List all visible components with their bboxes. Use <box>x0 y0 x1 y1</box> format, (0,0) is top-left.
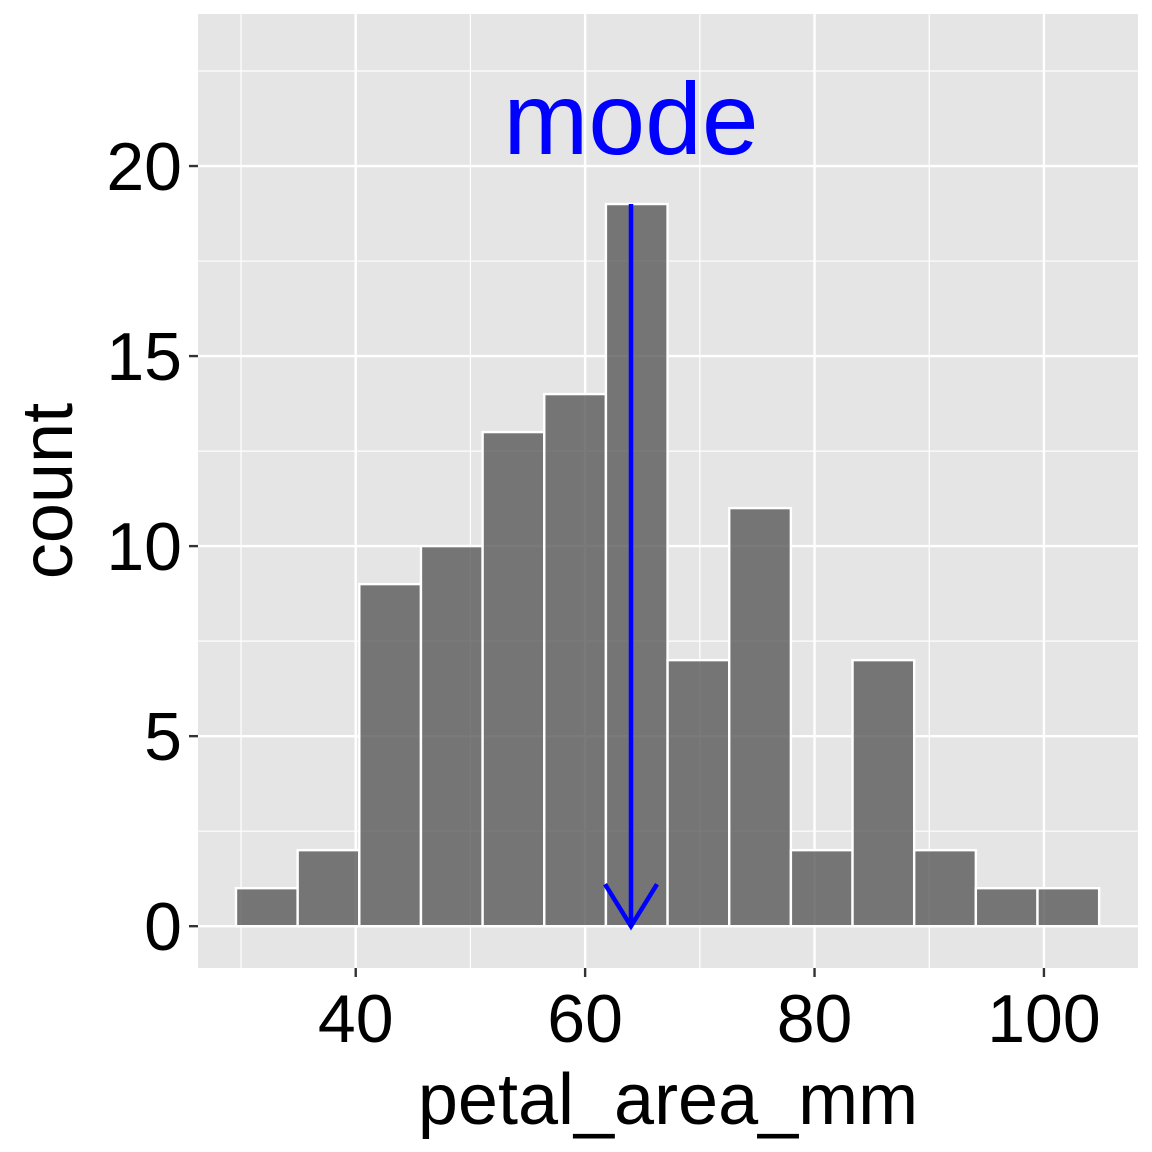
y-axis-title: count <box>8 403 88 579</box>
x-tick-label: 60 <box>547 981 623 1057</box>
x-axis: 40 60 80 100 <box>318 968 1101 1057</box>
histogram-bar <box>728 506 793 928</box>
x-tick-label: 100 <box>987 981 1100 1057</box>
y-axis: 0 5 10 15 20 <box>106 129 198 965</box>
histogram-bar <box>604 202 669 928</box>
histogram-bar <box>234 886 299 928</box>
y-tick-label: 20 <box>106 129 182 205</box>
histogram-bar <box>481 430 546 928</box>
histogram-bar <box>419 544 484 928</box>
x-axis-title: petal_area_mm <box>418 1060 918 1140</box>
histogram-bar <box>296 848 361 928</box>
histogram-bar <box>358 582 423 928</box>
histogram-bar <box>789 848 854 928</box>
histogram-bar <box>666 658 731 928</box>
histogram-bar <box>974 886 1039 928</box>
mode-label: mode <box>503 62 758 176</box>
y-tick-label: 5 <box>144 699 182 775</box>
histogram-bar <box>1036 886 1101 928</box>
y-tick-label: 10 <box>106 509 182 585</box>
histogram-bar <box>543 392 608 928</box>
mode-annotation: mode <box>503 62 759 931</box>
mode-arrow-head <box>603 883 659 931</box>
histogram-bar <box>851 658 916 928</box>
x-tick-label: 80 <box>777 981 853 1057</box>
x-tick-label: 40 <box>318 981 394 1057</box>
histogram-bar <box>912 848 978 928</box>
y-tick-label: 15 <box>106 319 182 395</box>
y-tick-label: 0 <box>144 889 182 965</box>
histogram-bars <box>234 202 1101 928</box>
